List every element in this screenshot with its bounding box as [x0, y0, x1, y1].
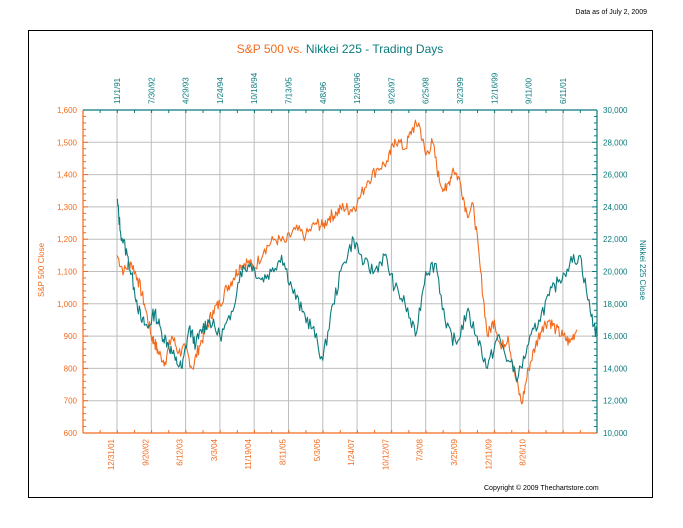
top-date-label: 7/13/95 — [285, 77, 294, 104]
right-tick-label: 22,000 — [603, 235, 628, 244]
bottom-date-label: 3/3/04 — [210, 438, 219, 461]
left-tick-label: 700 — [64, 397, 78, 406]
bottom-date-label: 6/12/03 — [176, 438, 185, 465]
chart-title: S&P 500 vs. Nikkei 225 - Trading Days — [237, 42, 444, 56]
bottom-date-label: 10/12/07 — [381, 438, 390, 470]
sp500-series — [116, 119, 578, 405]
nikkei-series — [116, 198, 598, 382]
right-tick-label: 20,000 — [603, 268, 628, 277]
left-tick-label: 1,100 — [57, 268, 78, 277]
right-tick-label: 16,000 — [603, 332, 628, 341]
chart-title-sp500: S&P 500 vs. — [237, 42, 306, 56]
bottom-date-label: 8/11/05 — [279, 438, 288, 465]
data-as-of-note: Data as of July 2, 2009 — [575, 9, 647, 16]
right-tick-label: 18,000 — [603, 300, 628, 309]
left-tick-label: 600 — [64, 429, 78, 438]
bottom-date-label: 3/25/09 — [450, 438, 459, 465]
right-tick-label: 30,000 — [603, 106, 628, 115]
bottom-date-label: 12/31/01 — [107, 438, 116, 470]
top-date-label: 4/8/96 — [319, 81, 328, 104]
top-date-label: 6/11/01 — [559, 77, 568, 104]
bottom-date-label: 9/20/02 — [141, 438, 150, 465]
bottom-date-label: 5/3/06 — [313, 438, 322, 461]
bottom-date-label: 8/26/10 — [519, 438, 528, 465]
copyright-note: Copyright © 2009 Thechartstore.com — [484, 484, 599, 492]
right-tick-label: 24,000 — [603, 203, 628, 212]
bottom-date-label: 12/11/09 — [484, 438, 493, 469]
axes: 600 700 800 900 1,000 1,100 1,200 1,300 1,400 1,5… — [57, 72, 628, 470]
right-axis-label: Nikkei 225 Close — [638, 240, 647, 301]
left-tick-label: 1,000 — [57, 300, 78, 309]
left-tick-label: 1,600 — [57, 106, 78, 115]
right-tick-label: 28,000 — [603, 138, 628, 147]
top-date-label: 1/24/94 — [216, 77, 225, 104]
right-tick-label: 12,000 — [603, 397, 628, 406]
sp500-line — [116, 119, 578, 405]
top-date-label: 4/29/93 — [182, 77, 191, 104]
left-tick-label: 1,400 — [57, 171, 78, 180]
top-date-label: 11/1/91 — [113, 77, 122, 104]
left-tick-label: 1,200 — [57, 235, 78, 244]
gridlines — [83, 110, 597, 433]
chart-title-nikkei: Nikkei 225 - Trading Days — [306, 42, 443, 56]
right-tick-label: 26,000 — [603, 171, 628, 180]
nikkei-line — [116, 198, 598, 382]
top-date-label: 9/11/00 — [525, 77, 534, 104]
left-tick-label: 900 — [64, 332, 78, 341]
top-date-label: 7/30/92 — [147, 77, 156, 104]
left-axis-label: S&P 500 Close — [37, 242, 46, 297]
right-tick-label: 10,000 — [603, 429, 628, 438]
top-date-label: 6/25/98 — [422, 77, 431, 104]
top-date-label: 12/16/99 — [490, 72, 499, 104]
right-tick-label: 14,000 — [603, 364, 628, 373]
left-tick-label: 800 — [64, 364, 78, 373]
top-date-label: 12/30/96 — [353, 72, 362, 104]
left-tick-label: 1,500 — [57, 138, 78, 147]
bottom-date-label: 7/3/08 — [416, 438, 425, 461]
left-tick-label: 1,300 — [57, 203, 78, 212]
top-date-label: 3/23/99 — [456, 77, 465, 104]
top-date-label: 10/18/94 — [250, 72, 259, 104]
top-date-label: 9/26/97 — [387, 77, 396, 104]
bottom-date-label: 1/24/07 — [347, 438, 356, 465]
bottom-date-label: 11/19/04 — [244, 438, 253, 469]
chart-frame — [28, 30, 653, 498]
